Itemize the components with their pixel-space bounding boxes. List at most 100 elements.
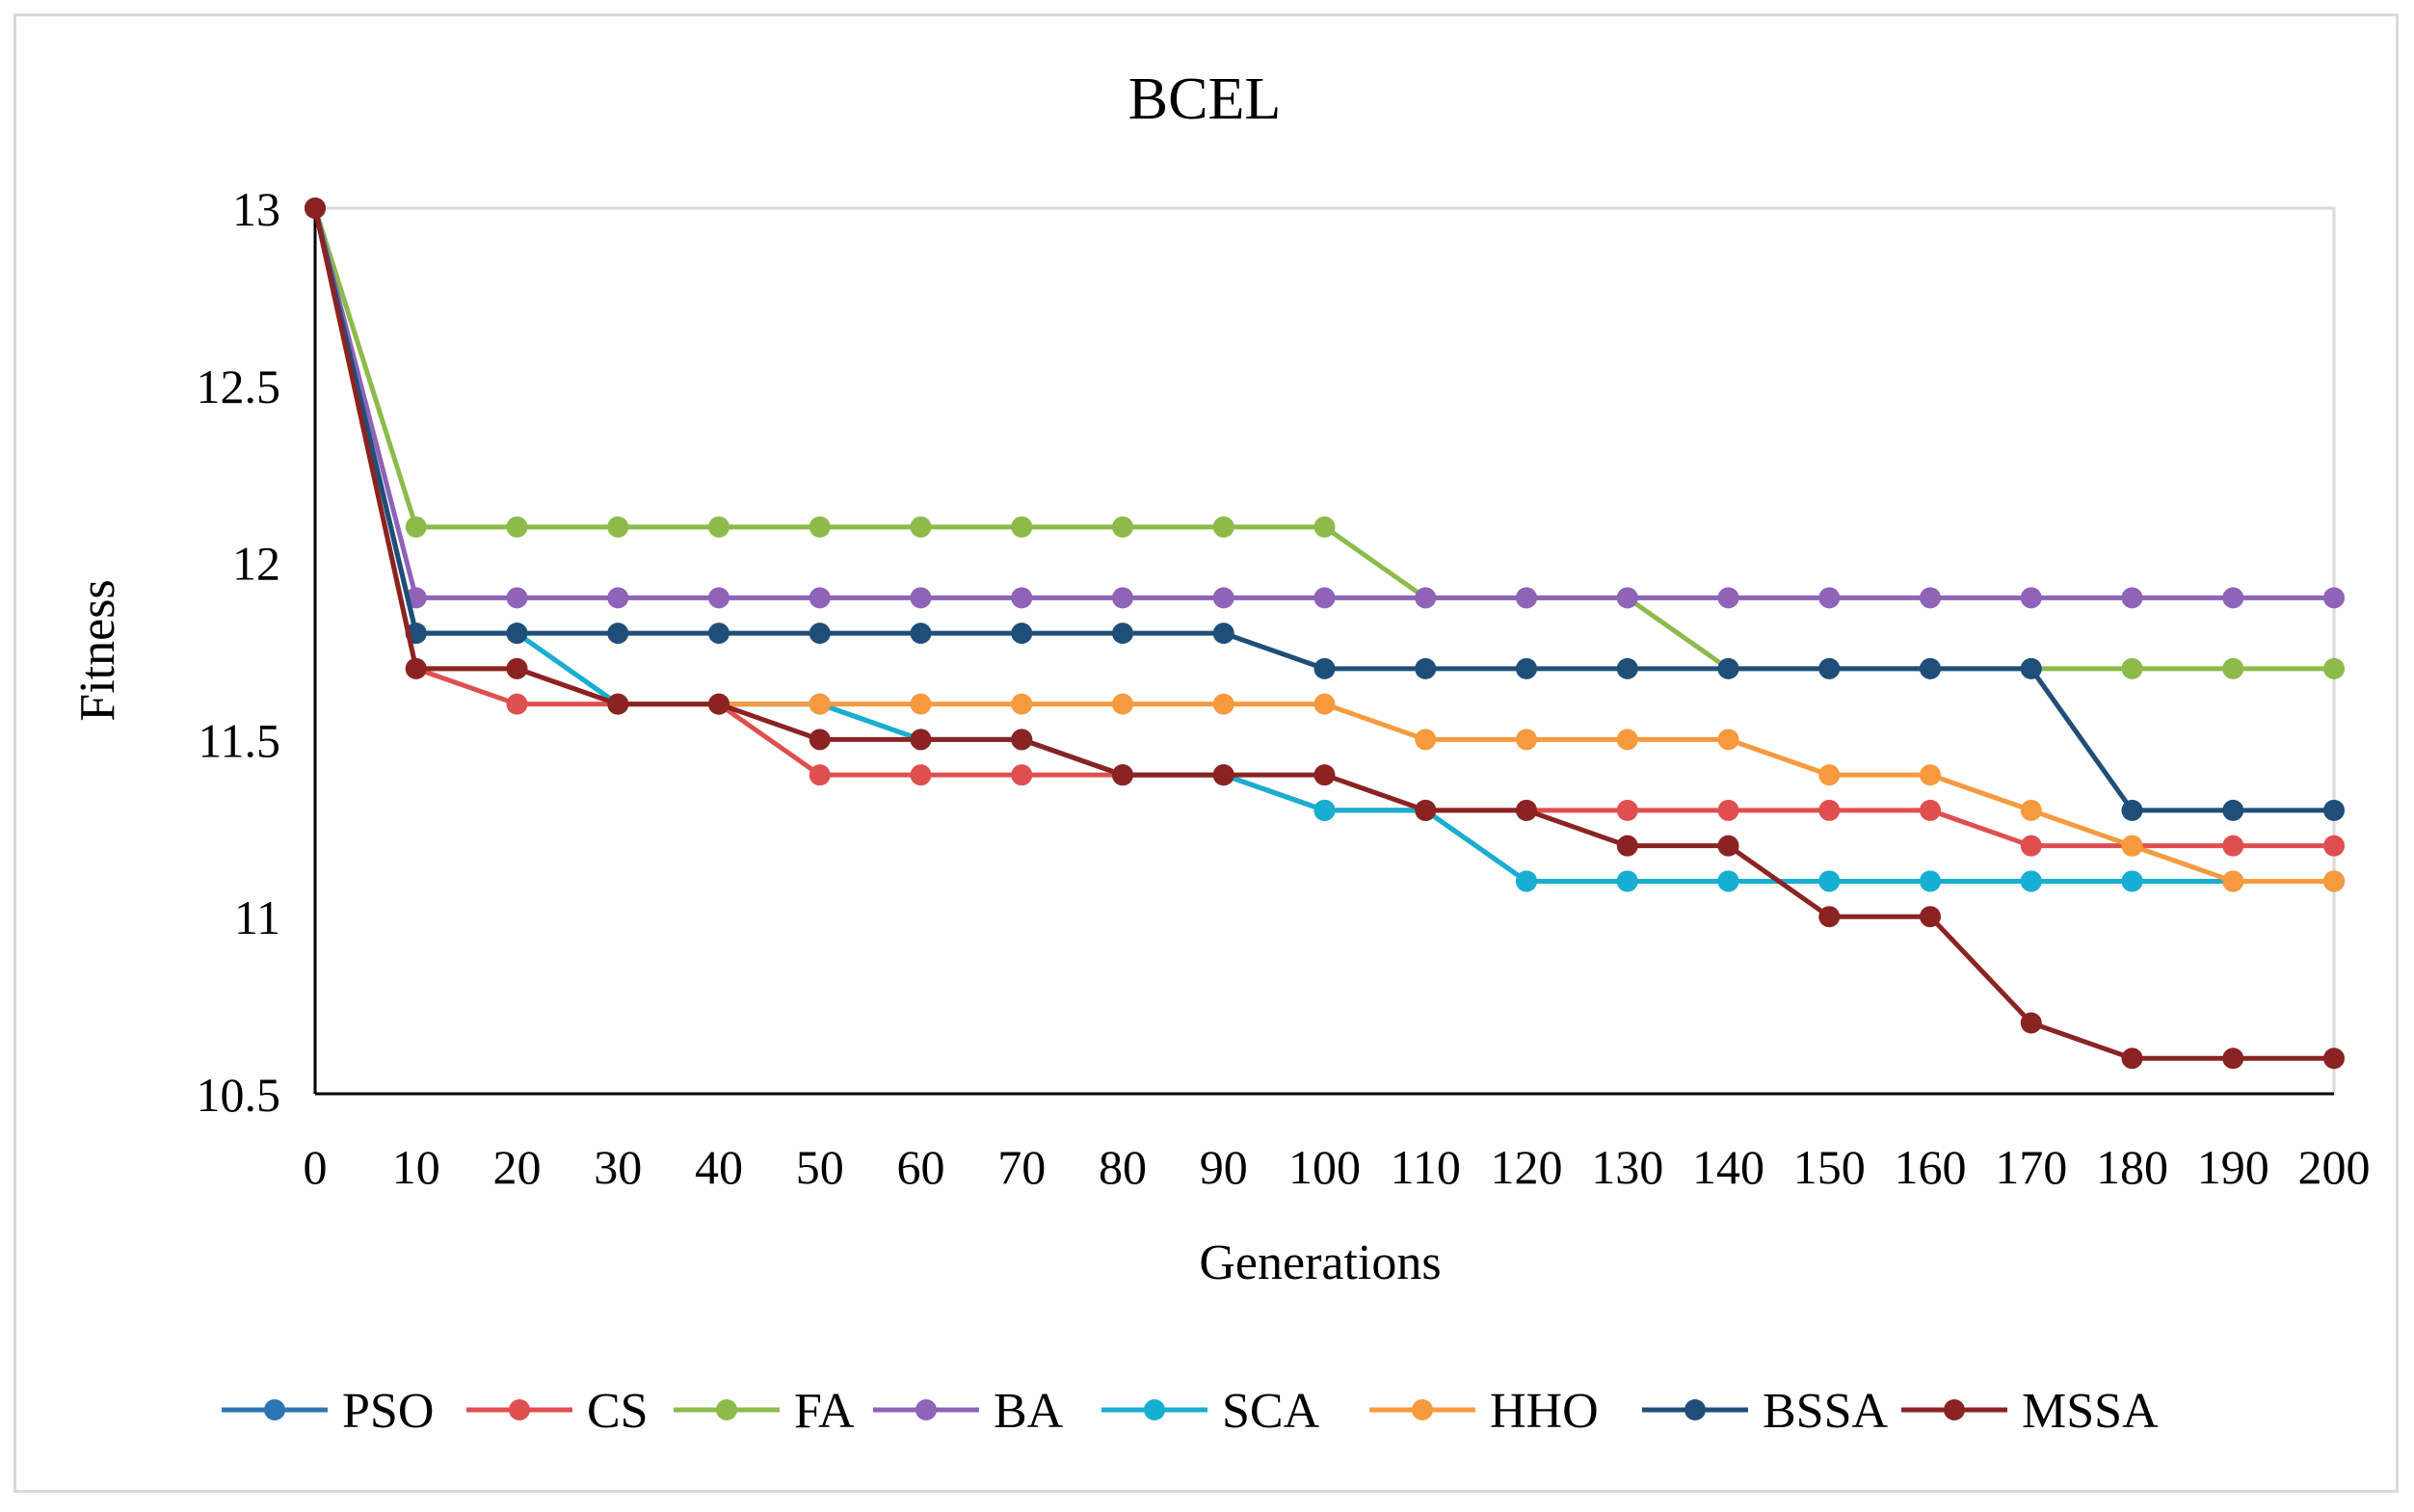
data-point — [1920, 587, 1941, 609]
data-point — [910, 764, 932, 786]
data-point — [506, 657, 528, 679]
x-tick-label: 50 — [796, 1140, 844, 1194]
data-point — [506, 693, 528, 715]
data-point — [1112, 693, 1133, 715]
data-point — [607, 516, 629, 538]
legend-swatch-marker — [915, 1399, 937, 1420]
y-tick-label: 11 — [234, 890, 280, 944]
x-tick-label: 90 — [1200, 1140, 1248, 1194]
x-axis: 0 10 20 30 40 50 60 70 80 90 100 110 120 130 140 150 160… — [304, 1092, 2371, 1194]
data-point — [1516, 870, 1537, 892]
data-point — [2323, 1048, 2345, 1070]
data-point — [1212, 623, 1234, 645]
data-point — [1011, 623, 1033, 645]
data-point — [1920, 799, 1941, 821]
data-point — [1818, 906, 1841, 928]
data-point — [1112, 516, 1133, 538]
data-point — [809, 693, 831, 715]
series-layer — [305, 198, 2345, 1070]
x-tick-label: 0 — [304, 1140, 328, 1194]
chart-title: BCEL — [1128, 66, 1281, 132]
data-point — [1516, 729, 1537, 751]
legend-label: PSO — [342, 1384, 434, 1439]
data-point — [506, 587, 528, 609]
data-point — [708, 516, 730, 538]
legend-label: MSSA — [2022, 1384, 2159, 1439]
x-tick-label: 120 — [1491, 1140, 1563, 1194]
data-point — [305, 198, 326, 219]
data-point — [1212, 587, 1234, 609]
series-line — [312, 207, 2334, 600]
data-point — [405, 657, 427, 679]
data-point — [809, 764, 831, 786]
x-tick-label: 140 — [1692, 1140, 1764, 1194]
data-point — [1112, 587, 1133, 609]
data-point — [1112, 623, 1133, 645]
x-tick-label: 160 — [1895, 1140, 1967, 1194]
data-point — [1313, 587, 1336, 609]
data-point — [1011, 693, 1033, 715]
legend-label: BA — [994, 1384, 1064, 1439]
legend: PSO CS FA BA SCA HHO BSSA MSSA — [222, 1384, 2159, 1439]
data-point — [1616, 729, 1638, 751]
data-point — [1212, 764, 1234, 786]
chart-frame — [13, 13, 2399, 1493]
data-point — [2323, 587, 2345, 609]
data-point — [607, 623, 629, 645]
legend-item-bssa: BSSA — [1642, 1384, 1889, 1439]
data-point — [1717, 587, 1739, 609]
data-point — [2020, 835, 2042, 857]
data-point — [1011, 764, 1033, 786]
x-tick-label: 130 — [1591, 1140, 1663, 1194]
data-point — [910, 587, 932, 609]
data-point — [1616, 657, 1638, 679]
data-point — [1920, 764, 1941, 786]
x-tick-label: 30 — [594, 1140, 642, 1194]
x-tick-label: 60 — [897, 1140, 945, 1194]
data-point — [1415, 729, 1437, 751]
legend-swatch-marker — [264, 1399, 285, 1420]
y-tick-label: 11.5 — [198, 713, 280, 767]
data-point — [1616, 799, 1638, 821]
legend-swatch-marker — [1412, 1399, 1433, 1420]
data-point — [1717, 729, 1739, 751]
data-point — [2121, 799, 2143, 821]
data-point — [910, 693, 932, 715]
x-tick-label: 190 — [2197, 1140, 2269, 1194]
data-point — [1516, 799, 1537, 821]
legend-swatch-marker — [1144, 1399, 1165, 1420]
y-tick-label: 13 — [232, 182, 280, 236]
data-point — [708, 587, 730, 609]
data-point — [2222, 835, 2244, 857]
series-bssa — [305, 198, 2345, 821]
x-axis-label: Generations — [1199, 1235, 1441, 1290]
legend-label: BSSA — [1763, 1384, 1889, 1439]
data-point — [1313, 693, 1336, 715]
legend-swatch-marker — [1944, 1399, 1965, 1420]
y-tick-label: 10.5 — [197, 1068, 281, 1122]
legend-item-cs: CS — [466, 1384, 649, 1439]
data-point — [1212, 516, 1234, 538]
data-point — [1313, 516, 1336, 538]
legend-item-fa: FA — [674, 1384, 855, 1439]
data-point — [2323, 657, 2345, 679]
data-point — [1616, 835, 1638, 857]
data-point — [2323, 799, 2345, 821]
series-pso — [305, 198, 2345, 892]
data-point — [1212, 693, 1234, 715]
data-point — [1818, 587, 1841, 609]
y-axis: 10.5 11 11.5 12 12.5 13 — [197, 182, 317, 1122]
legend-label: SCA — [1222, 1384, 1320, 1439]
data-point — [1011, 516, 1033, 538]
data-point — [1818, 657, 1841, 679]
data-point — [2121, 870, 2143, 892]
legend-label: CS — [587, 1384, 649, 1439]
data-point — [1415, 657, 1437, 679]
data-point — [2222, 657, 2244, 679]
x-tick-label: 40 — [695, 1140, 743, 1194]
data-point — [1717, 835, 1739, 857]
data-point — [1818, 870, 1841, 892]
x-tick-label: 80 — [1099, 1140, 1147, 1194]
data-point — [809, 623, 831, 645]
legend-label: HHO — [1490, 1384, 1599, 1439]
